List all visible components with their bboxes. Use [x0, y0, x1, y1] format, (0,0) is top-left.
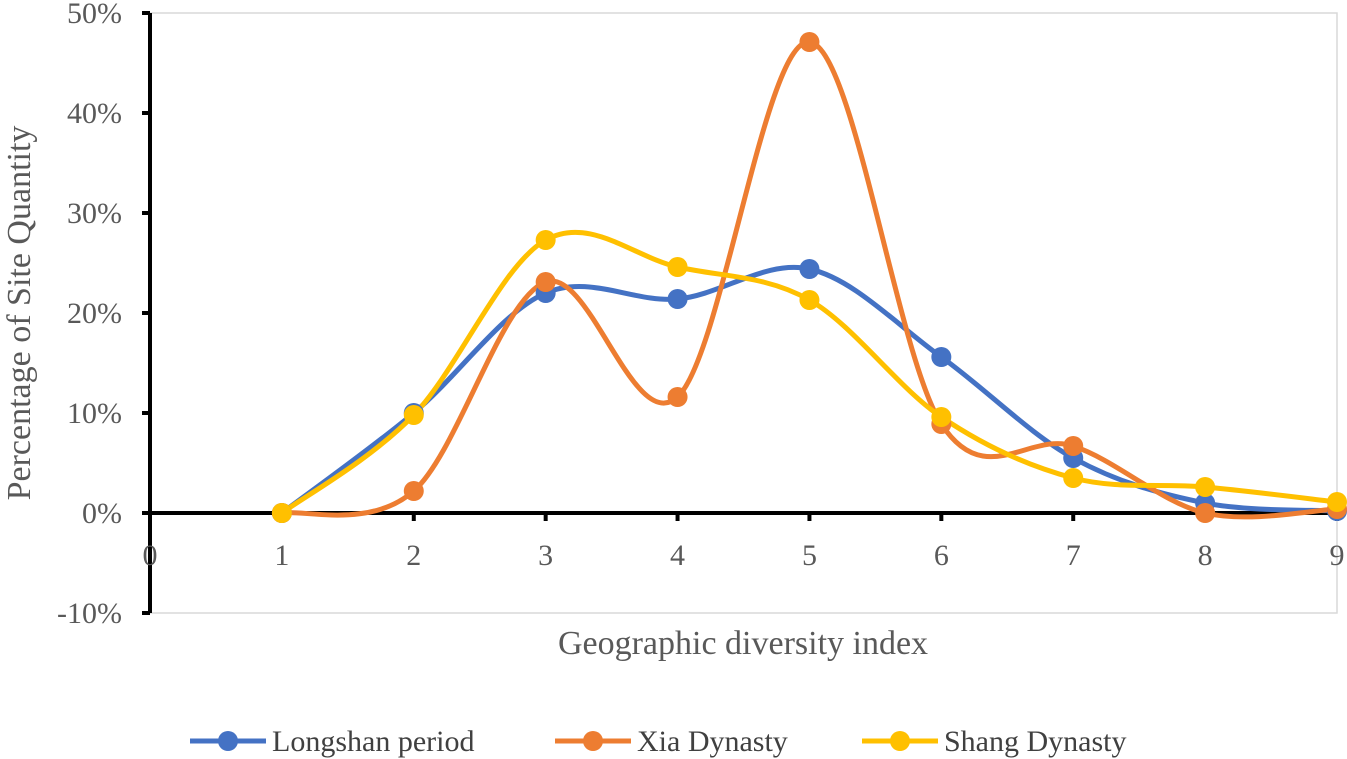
data-point-shang-dynasty	[1327, 492, 1347, 512]
series-lines	[279, 39, 1340, 520]
data-point-shang-dynasty	[1063, 468, 1084, 488]
y-tick-label: 30%	[67, 197, 122, 230]
data-point-shang-dynasty	[403, 405, 424, 425]
series-markers	[271, 32, 1347, 523]
y-axis-title: Percentage of Site Quantity	[1, 126, 38, 501]
legend-swatch-marker-longshan-period	[218, 731, 238, 751]
data-point-shang-dynasty	[1195, 477, 1216, 497]
legend-label-shang-dynasty: Shang Dynasty	[944, 725, 1127, 758]
legend-swatch-marker-shang-dynasty	[890, 731, 910, 751]
y-tick-label: 40%	[67, 97, 122, 130]
y-tick-label: -10%	[57, 597, 122, 630]
x-tick-label: 9	[1330, 539, 1345, 572]
data-point-xia-dynasty	[1195, 503, 1216, 523]
x-tick-label: 8	[1198, 539, 1213, 572]
plot-area-border	[149, 12, 1338, 614]
y-tick-label: 20%	[67, 297, 122, 330]
x-tick-label: 7	[1066, 539, 1081, 572]
data-point-shang-dynasty	[271, 503, 292, 523]
y-tick-label: 10%	[67, 397, 122, 430]
x-tick-label: 3	[538, 539, 553, 572]
data-point-xia-dynasty	[799, 32, 820, 52]
data-point-longshan-period	[799, 259, 820, 279]
y-tick-label: 0%	[82, 497, 122, 530]
x-tick-label: 1	[274, 539, 289, 572]
data-point-xia-dynasty	[535, 272, 556, 292]
x-axis: 0 1 2 3 4 5 6 7 8 9	[143, 511, 1345, 572]
x-axis-title: Geographic diversity index	[558, 625, 928, 662]
data-point-shang-dynasty	[535, 230, 556, 250]
x-tick-label: 6	[934, 539, 949, 572]
legend-swatch-marker-xia-dynasty	[583, 731, 603, 751]
data-point-longshan-period	[667, 289, 688, 309]
series-line-xia-dynasty	[279, 39, 1340, 520]
data-point-shang-dynasty	[667, 257, 688, 277]
data-point-shang-dynasty	[931, 407, 952, 427]
data-point-xia-dynasty	[667, 387, 688, 407]
data-point-xia-dynasty	[403, 481, 424, 501]
data-point-shang-dynasty	[799, 290, 820, 310]
x-tick-label: 0	[143, 539, 158, 572]
y-tick-label: 50%	[67, 0, 122, 30]
data-point-xia-dynasty	[1063, 436, 1084, 456]
x-tick-label: 4	[670, 539, 685, 572]
data-point-longshan-period	[931, 347, 952, 367]
x-tick-label: 5	[802, 539, 817, 572]
legend-label-longshan-period: Longshan period	[272, 725, 474, 758]
x-tick-label: 2	[406, 539, 421, 572]
y-axis: -10% 0% 10% 20% 30% 40% 50%	[57, 0, 152, 630]
legend: Longshan period Xia Dynasty Shang Dynasty	[190, 725, 1127, 758]
legend-label-xia-dynasty: Xia Dynasty	[637, 725, 788, 758]
